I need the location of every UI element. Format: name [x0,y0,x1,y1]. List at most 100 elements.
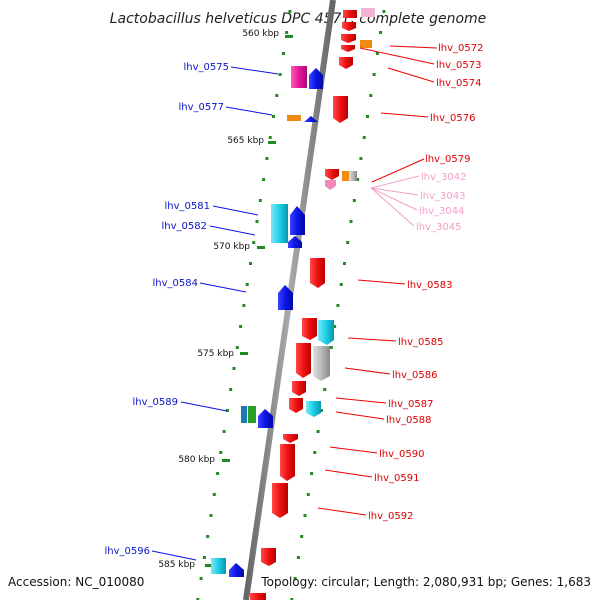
gene-feature[interactable] [318,320,334,345]
scale-ticks: 560 kbp 565 kbp 570 kbp 575 kbp 580 kbp … [158,29,293,570]
gene-feature[interactable] [333,96,348,123]
rail-dot [359,157,363,160]
gene-label-lhv_0584[interactable]: lhv_0584 [153,278,198,289]
gene-feature[interactable] [310,258,325,288]
rail-dot [258,199,262,202]
rail-dot [249,262,252,265]
rail-dot [199,577,203,580]
rail-dot [362,136,366,139]
gene-feature[interactable] [302,318,317,340]
gene-label-lhv_0574[interactable]: lhv_0574 [436,78,481,89]
gene-label-lhv_0577[interactable]: lhv_0577 [179,102,224,113]
rail-dot [212,493,216,496]
gene-label-lhv_0587[interactable]: lhv_0587 [388,399,433,410]
gene-feature[interactable] [278,285,293,310]
gene-feature[interactable] [258,409,273,428]
gene-feature[interactable] [290,206,305,235]
gene-label-lhv_0581[interactable]: lhv_0581 [165,201,210,212]
gene-feature[interactable] [271,204,288,243]
gene-feature[interactable] [341,34,356,43]
gene-label-lhv_0572[interactable]: lhv_0572 [438,43,483,54]
gene-feature[interactable] [325,169,339,180]
gene-feature[interactable] [287,115,301,121]
gene-feature[interactable] [306,401,321,417]
gene-feature[interactable] [349,171,357,181]
tick-label-560: 560 kbp [242,29,279,39]
rail-dot [285,31,289,34]
rail-dot [329,346,333,349]
gene-feature[interactable] [296,343,311,378]
rail-dot [245,283,249,286]
genome-summary-text: Topology: circular; Length: 2,080,931 bp… [260,575,591,589]
map-title: Lactobacillus helveticus DPC 4571, compl… [110,11,487,27]
gene-feature[interactable] [261,548,276,566]
tick-mark [222,459,230,462]
gene-feature[interactable] [342,22,356,31]
gene-feature[interactable] [248,406,256,423]
gene-feature[interactable] [325,180,336,190]
rail-dot [288,10,292,13]
gene-label-lhv_0592[interactable]: lhv_0592 [368,511,413,522]
gene-feature[interactable] [211,558,226,574]
gene-label-lhv_0576[interactable]: lhv_0576 [430,113,475,124]
gene-feature[interactable] [288,236,302,248]
rail-dot [303,514,307,517]
gene-label-lhv_0590[interactable]: lhv_0590 [379,449,424,460]
rail-dot [375,52,379,55]
reverse-strand-features [250,10,372,600]
gene-feature[interactable] [343,10,357,18]
rail-dot [290,598,294,600]
gene-label-lhv_0586[interactable]: lhv_0586 [392,370,437,381]
gene-label-lhv_0573[interactable]: lhv_0573 [436,60,481,71]
gene-label-lhv_0589[interactable]: lhv_0589 [133,397,178,408]
rail-dot [339,283,343,286]
rail-dot [202,556,206,559]
tick-label-585: 585 kbp [158,560,195,570]
gene-feature[interactable] [342,171,349,181]
pink-labels: lhv_3042 lhv_3043 lhv_3044 lhv_3045 [370,172,466,233]
tick-mark [257,246,265,249]
gene-label-lhv_3045[interactable]: lhv_3045 [416,222,461,233]
gene-feature[interactable] [360,40,372,48]
gene-feature[interactable] [289,398,303,413]
gene-feature[interactable] [292,381,306,396]
tick-label-570: 570 kbp [213,242,250,252]
gene-feature[interactable] [304,116,318,122]
gene-feature[interactable] [283,434,298,443]
gene-feature[interactable] [361,8,375,17]
gene-feature[interactable] [309,68,323,89]
rail-dot [209,514,213,517]
gene-feature[interactable] [272,483,288,518]
gene-label-lhv_0583[interactable]: lhv_0583 [407,280,452,291]
gene-label-lhv_0585[interactable]: lhv_0585 [398,337,443,348]
rail-dot [296,556,300,559]
rail-dot [356,178,360,181]
gene-feature[interactable] [250,593,266,600]
rail-dot [349,220,353,223]
gene-label-lhv_0591[interactable]: lhv_0591 [374,473,419,484]
gene-label-lhv_3042[interactable]: lhv_3042 [421,172,466,183]
rail-dot [232,367,236,370]
gene-label-lhv_0575[interactable]: lhv_0575 [184,62,229,73]
right-labels: lhv_0572 lhv_0573 lhv_0574 lhv_0576 lhv_… [317,43,483,522]
dotted-rails [196,10,386,600]
gene-feature[interactable] [280,444,295,481]
rail-dot [323,388,327,391]
gene-label-lhv_0596[interactable]: lhv_0596 [105,546,150,557]
gene-feature[interactable] [229,563,244,577]
rail-dot [242,304,246,307]
gene-label-lhv_0579[interactable]: lhv_0579 [425,154,470,165]
gene-feature[interactable] [241,406,247,423]
gene-label-lhv_3043[interactable]: lhv_3043 [420,191,465,202]
gene-feature[interactable] [313,346,330,381]
gene-feature[interactable] [339,57,353,69]
gene-feature[interactable] [341,45,355,52]
rail-dot [219,451,223,454]
gene-label-lhv_0588[interactable]: lhv_0588 [386,415,431,426]
gene-feature[interactable] [291,66,307,88]
rail-dot [235,346,239,349]
gene-label-lhv_0582[interactable]: lhv_0582 [162,221,207,232]
gene-label-lhv_3044[interactable]: lhv_3044 [419,206,464,217]
rail-dot [352,199,356,202]
